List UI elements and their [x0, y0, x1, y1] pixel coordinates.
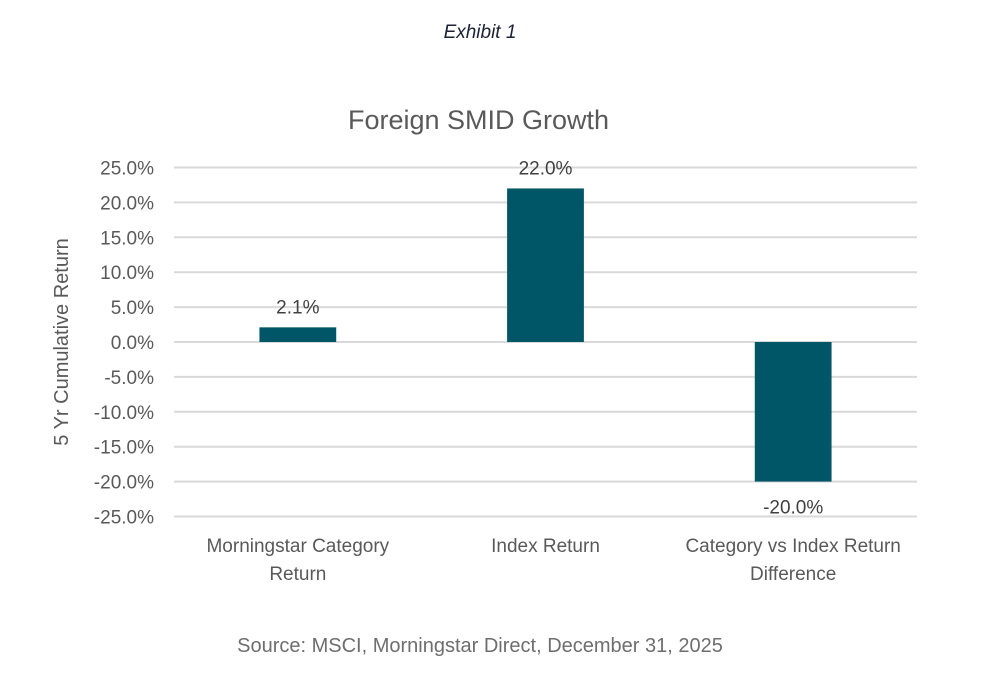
y-axis-ticks: 25.0% 20.0% 15.0% 10.0% 5.0% 0.0% -5.0% -10.0% -… [94, 159, 154, 529]
bar [754, 342, 832, 482]
data-label: 22.0% [519, 158, 573, 179]
x-category-label: Difference [750, 564, 836, 585]
bar [259, 327, 337, 342]
x-axis-categories: Morningstar Category Return Index Return Ca… [206, 536, 900, 585]
y-tick-label: -15.0% [94, 438, 154, 459]
chart-title: Foreign SMID Growth [348, 105, 609, 135]
y-tick-label: -5.0% [104, 368, 154, 389]
y-tick-label: 25.0% [100, 159, 154, 180]
x-category-label: Category vs Index Return [685, 536, 900, 557]
bar [507, 188, 584, 342]
y-axis-label: 5 Yr Cumulative Return [51, 238, 73, 446]
y-tick-label: 20.0% [100, 193, 154, 214]
x-category-label: Index Return [491, 536, 600, 557]
data-label: 2.1% [276, 297, 319, 318]
source-note: Source: MSCI, Morningstar Direct, Decemb… [237, 635, 723, 657]
y-tick-label: 10.0% [100, 263, 154, 284]
y-tick-label: 5.0% [111, 298, 154, 319]
x-category-label: Return [269, 564, 326, 585]
x-category-label: Morningstar Category [206, 536, 389, 557]
data-label: -20.0% [763, 498, 823, 519]
y-tick-label: -10.0% [94, 403, 154, 424]
y-tick-label: 0.0% [111, 333, 154, 354]
data-labels: 2.1% 22.0% -20.0% [276, 158, 823, 518]
exhibit-label: Exhibit 1 [443, 22, 517, 43]
y-tick-label: 15.0% [100, 228, 154, 249]
y-tick-label: -25.0% [94, 508, 154, 529]
y-tick-label: -20.0% [94, 473, 154, 494]
bars [259, 188, 832, 482]
